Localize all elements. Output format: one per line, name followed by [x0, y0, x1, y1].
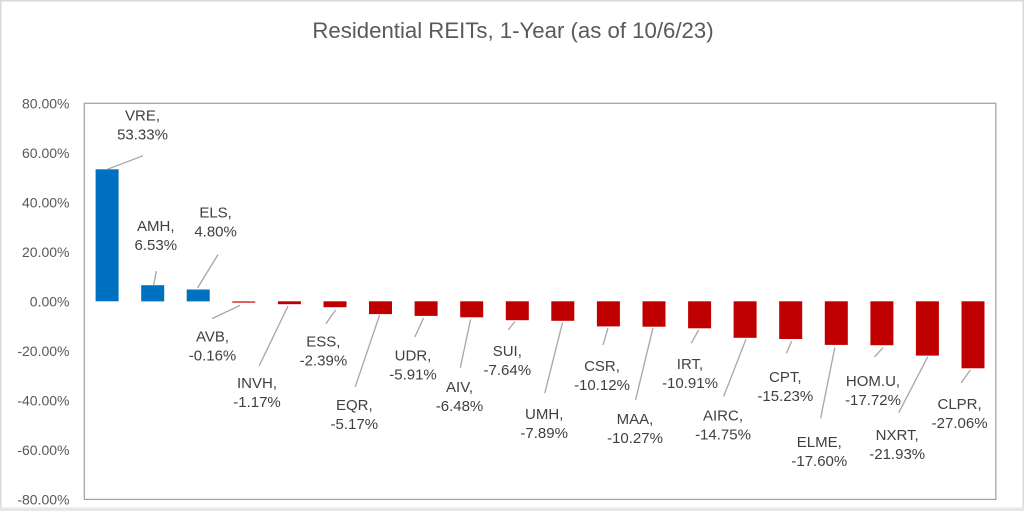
svg-text:SUI,-7.64%: SUI, -7.64%: [484, 343, 532, 379]
svg-text:IRT,-10.91%: IRT, -10.91%: [662, 356, 718, 392]
svg-text:ELME,-17.60%: ELME, -17.60%: [791, 434, 847, 470]
svg-text:40.00%: 40.00%: [22, 194, 69, 210]
svg-text:INVH,-1.17%: INVH, -1.17%: [233, 375, 281, 411]
svg-text:CSR,-10.12%: CSR, -10.12%: [574, 358, 630, 394]
svg-text:MAA,-10.27%: MAA, -10.27%: [607, 411, 663, 447]
svg-text:-40.00%: -40.00%: [17, 392, 69, 408]
svg-text:CLPR,-27.06%: CLPR, -27.06%: [932, 396, 988, 432]
svg-text:NXRT,-21.93%: NXRT, -21.93%: [869, 427, 925, 463]
svg-text:60.00%: 60.00%: [22, 145, 69, 161]
svg-text:VRE,53.33%: VRE, 53.33%: [117, 108, 168, 144]
svg-text:UDR,-5.91%: UDR, -5.91%: [389, 347, 437, 383]
svg-text:AIRC,-14.75%: AIRC, -14.75%: [695, 408, 751, 444]
svg-text:-80.00%: -80.00%: [17, 491, 69, 507]
svg-text:ELS,4.80%: ELS, 4.80%: [194, 205, 237, 241]
svg-text:0.00%: 0.00%: [30, 293, 70, 309]
svg-text:AIV,-6.48%: AIV, -6.48%: [436, 379, 484, 415]
svg-text:AVB,-0.16%: AVB, -0.16%: [189, 329, 237, 365]
svg-text:CPT,-15.23%: CPT, -15.23%: [757, 369, 813, 405]
svg-text:Residential REITs, 1-Year (as: Residential REITs, 1-Year (as of 10/6/23…: [312, 18, 713, 43]
svg-text:-20.00%: -20.00%: [17, 343, 69, 359]
svg-text:20.00%: 20.00%: [22, 244, 69, 260]
svg-text:HOM.U,-17.72%: HOM.U, -17.72%: [845, 373, 901, 409]
svg-text:-60.00%: -60.00%: [17, 442, 69, 458]
svg-text:80.00%: 80.00%: [22, 95, 69, 111]
svg-text:EQR,-5.17%: EQR, -5.17%: [331, 397, 379, 433]
svg-text:ESS,-2.39%: ESS, -2.39%: [300, 334, 348, 370]
svg-text:UMH,-7.89%: UMH, -7.89%: [520, 406, 568, 442]
svg-text:AMH,6.53%: AMH, 6.53%: [135, 218, 178, 254]
